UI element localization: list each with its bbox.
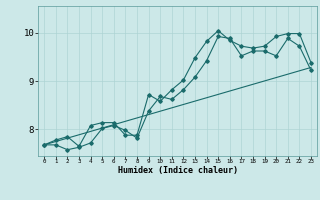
X-axis label: Humidex (Indice chaleur): Humidex (Indice chaleur) [118, 166, 238, 175]
